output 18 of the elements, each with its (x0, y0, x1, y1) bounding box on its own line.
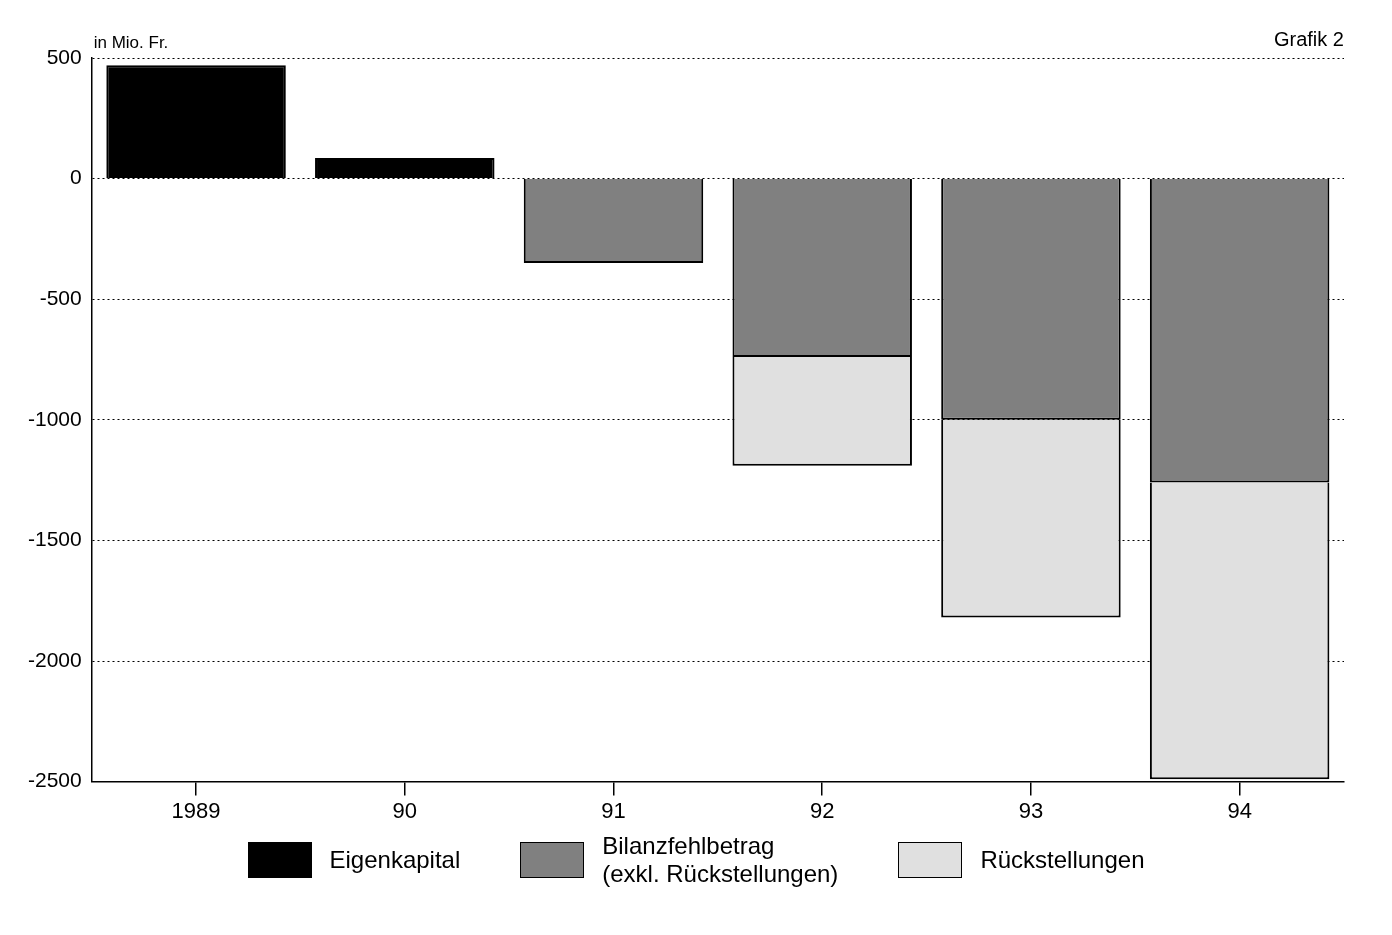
y-axis-title: in Mio. Fr. (93, 33, 169, 53)
y-tick-label: -2000 (27, 647, 82, 671)
x-tick-label: 92 (809, 797, 835, 823)
y-tick-label: 500 (46, 44, 82, 68)
legend-label: Eigenkapital (329, 846, 461, 874)
y-tick-label: 0 (70, 165, 82, 189)
y-tick-label: -500 (39, 286, 82, 309)
text: Grafik 2 (1273, 27, 1344, 50)
x-tick-label: 91 (601, 797, 626, 823)
x-tick-label: 1989 (171, 797, 221, 823)
x-tick-label: 93 (1018, 797, 1044, 823)
y-tick-label: -1000 (27, 406, 82, 430)
y-tick-label: -1500 (27, 527, 82, 551)
x-tick-label: 90 (392, 797, 418, 823)
x-tick-label: 94 (1227, 797, 1252, 823)
legend-label: Rückstellungen (980, 846, 1145, 874)
y-tick-label: -2500 (27, 768, 82, 792)
legend-label: Bilanzfehlbetrag (exkl. Rückstellungen) (602, 832, 839, 888)
